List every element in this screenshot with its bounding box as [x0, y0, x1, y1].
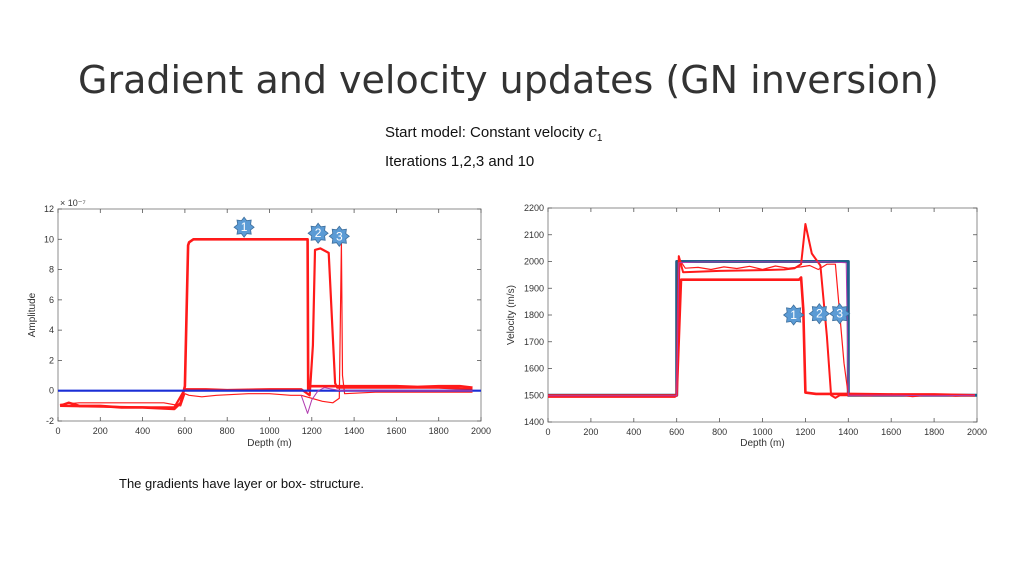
velocity-y-tick-label: 1700 — [524, 337, 544, 347]
velocity-series-iteration-2 — [548, 223, 975, 399]
velocity-iteration-marker-label: 2 — [816, 307, 823, 321]
gradient-iteration-marker — [328, 225, 350, 247]
gradient-y-tick-label: 10 — [44, 234, 54, 244]
velocity-x-tick-label: 1600 — [881, 427, 901, 437]
velocity-y-tick-label: 2100 — [524, 230, 544, 240]
velocity-iteration-marker-label: 1 — [790, 308, 797, 322]
velocity-x-tick-label: 800 — [712, 427, 727, 437]
velocity-x-tick-label: 1200 — [795, 427, 815, 437]
velocity-y-tick-label: 1900 — [524, 283, 544, 293]
velocity-x-tick-label: 1000 — [752, 427, 772, 437]
gradient-iteration-marker — [307, 222, 329, 244]
gradient-y-tick-label: 8 — [49, 265, 54, 275]
velocity-series-iteration-10 — [548, 261, 975, 397]
gradient-series-iteration-2 — [60, 247, 473, 409]
page-title: Gradient and velocity updates (GN invers… — [78, 58, 939, 102]
subtitle: Start model: Constant velocity c1 Iterat… — [385, 121, 602, 173]
velocity-x-tick-label: 1800 — [924, 427, 944, 437]
gradient-y-tick-label: 12 — [44, 204, 54, 214]
velocity-y-tick-label: 1500 — [524, 390, 544, 400]
velocity-y-tick-label: 1400 — [524, 417, 544, 427]
gradient-y-tick-label: 2 — [49, 355, 54, 365]
velocity-x-tick-label: 2000 — [967, 427, 987, 437]
gradient-series-iteration-3 — [60, 241, 473, 407]
velocity-y-tick-label: 1600 — [524, 364, 544, 374]
subtitle-line-2: Iterations 1,2,3 and 10 — [385, 153, 535, 170]
velocity-plot-area — [547, 207, 978, 423]
velocity-y-tick-label: 1800 — [524, 310, 544, 320]
gradient-x-tick-label: 1600 — [386, 426, 406, 436]
velocity-iteration-marker — [808, 303, 830, 325]
gradient-y-tick-label: 6 — [49, 295, 54, 305]
velocity-symbol: c — [588, 123, 597, 141]
gradient-x-tick-label: 600 — [177, 426, 192, 436]
gradient-iteration-marker-label: 3 — [336, 229, 343, 243]
gradient-exponent-label: × 10⁻⁷ — [60, 198, 86, 208]
velocity-iteration-marker-label: 3 — [836, 307, 843, 321]
velocity-x-tick-label: 0 — [545, 427, 550, 437]
velocity-series-iteration-1 — [548, 276, 975, 398]
gradient-x-tick-label: 2000 — [471, 426, 491, 436]
velocity-y-tick-label: 2000 — [524, 257, 544, 267]
velocity-iteration-marker — [829, 303, 851, 325]
gradient-iteration-marker-label: 1 — [241, 220, 248, 234]
gradient-y-tick-label: -2 — [46, 416, 54, 426]
gradient-x-axis-label: Depth (m) — [247, 438, 291, 449]
velocity-x-tick-label: 400 — [626, 427, 641, 437]
velocity-y-tick-label: 2200 — [524, 203, 544, 213]
gradient-series-iteration-10-detail — [300, 387, 473, 414]
gradient-x-tick-label: 1800 — [429, 426, 449, 436]
gradient-y-tick-label: 0 — [49, 386, 54, 396]
caption: The gradients have layer or box- structu… — [119, 476, 364, 491]
velocity-x-tick-label: 1400 — [838, 427, 858, 437]
gradient-x-tick-label: 1000 — [259, 426, 279, 436]
velocity-y-axis-label: Velocity (m/s) — [506, 285, 517, 345]
velocity-x-tick-label: 600 — [669, 427, 684, 437]
gradient-x-tick-label: 1400 — [344, 426, 364, 436]
velocity-subscript: 1 — [596, 133, 603, 144]
gradient-iteration-marker-label: 2 — [315, 226, 322, 240]
subtitle-line-1: Start model: Constant velocity c1 — [385, 121, 602, 150]
gradient-x-tick-label: 0 — [55, 426, 60, 436]
gradient-x-tick-label: 1200 — [302, 426, 322, 436]
subtitle-text: Start model: Constant velocity — [385, 124, 589, 141]
gradient-x-tick-label: 800 — [220, 426, 235, 436]
gradient-x-tick-label: 400 — [135, 426, 150, 436]
velocity-series-iteration-3 — [548, 259, 975, 398]
gradient-y-tick-label: 4 — [49, 325, 54, 335]
velocity-iteration-marker — [782, 304, 805, 326]
gradient-x-tick-label: 200 — [93, 426, 108, 436]
gradient-iteration-marker — [233, 216, 255, 238]
velocity-x-tick-label: 200 — [583, 427, 598, 437]
gradient-y-axis-label: Amplitude — [27, 292, 38, 337]
velocity-x-axis-label: Depth (m) — [740, 438, 784, 449]
